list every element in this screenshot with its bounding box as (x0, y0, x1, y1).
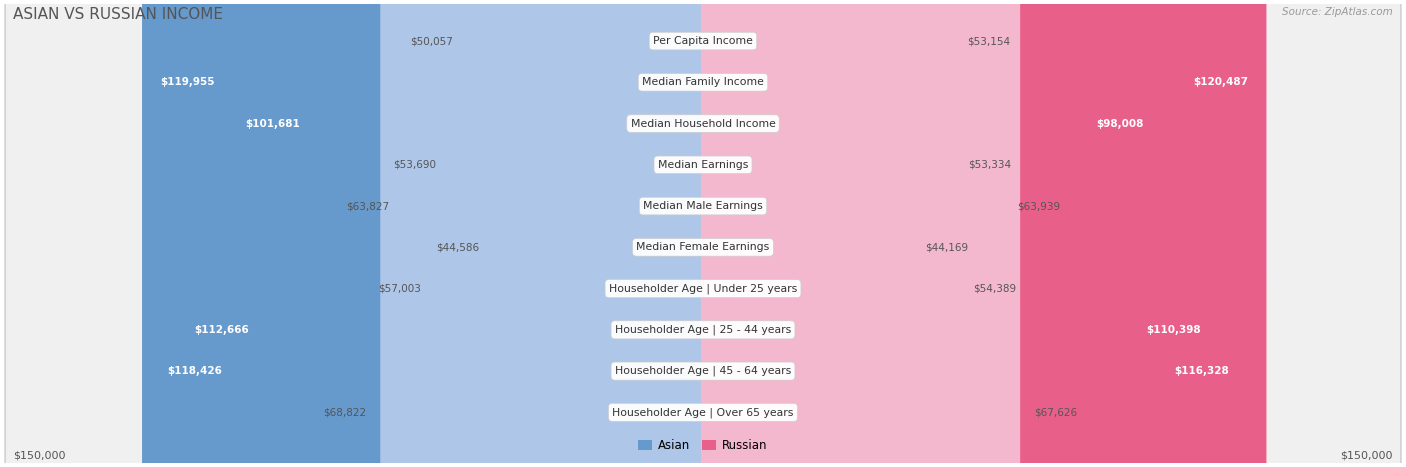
Text: $50,057: $50,057 (411, 36, 454, 46)
FancyBboxPatch shape (702, 0, 911, 467)
Text: $150,000: $150,000 (1340, 450, 1392, 460)
FancyBboxPatch shape (6, 0, 1400, 467)
FancyBboxPatch shape (702, 0, 959, 467)
Text: $110,398: $110,398 (1146, 325, 1201, 335)
FancyBboxPatch shape (451, 0, 704, 467)
Text: $63,827: $63,827 (346, 201, 389, 211)
Text: Median Household Income: Median Household Income (630, 119, 776, 128)
FancyBboxPatch shape (6, 0, 1400, 467)
FancyBboxPatch shape (404, 0, 704, 467)
Text: Median Male Earnings: Median Male Earnings (643, 201, 763, 211)
FancyBboxPatch shape (468, 0, 704, 467)
FancyBboxPatch shape (6, 0, 1400, 467)
Text: $53,334: $53,334 (967, 160, 1011, 170)
Text: $112,666: $112,666 (194, 325, 249, 335)
FancyBboxPatch shape (380, 0, 704, 467)
FancyBboxPatch shape (228, 0, 704, 467)
Text: $101,681: $101,681 (246, 119, 301, 128)
Text: Householder Age | Over 65 years: Householder Age | Over 65 years (612, 407, 794, 417)
Text: $118,426: $118,426 (167, 366, 222, 376)
Text: $98,008: $98,008 (1095, 119, 1143, 128)
FancyBboxPatch shape (702, 0, 953, 467)
Text: $57,003: $57,003 (378, 283, 422, 294)
Text: Householder Age | 45 - 64 years: Householder Age | 45 - 64 years (614, 366, 792, 376)
Text: $44,169: $44,169 (925, 242, 969, 252)
Text: $68,822: $68,822 (323, 407, 366, 417)
FancyBboxPatch shape (176, 0, 704, 467)
Text: Source: ZipAtlas.com: Source: ZipAtlas.com (1282, 7, 1392, 17)
FancyBboxPatch shape (6, 0, 1400, 467)
FancyBboxPatch shape (702, 0, 1267, 467)
Text: Householder Age | 25 - 44 years: Householder Age | 25 - 44 years (614, 325, 792, 335)
FancyBboxPatch shape (6, 0, 1400, 467)
Text: $63,939: $63,939 (1017, 201, 1060, 211)
Text: Median Female Earnings: Median Female Earnings (637, 242, 769, 252)
Text: $150,000: $150,000 (14, 450, 66, 460)
Text: Median Family Income: Median Family Income (643, 78, 763, 87)
Text: $53,690: $53,690 (394, 160, 436, 170)
Text: $119,955: $119,955 (160, 78, 215, 87)
FancyBboxPatch shape (142, 0, 704, 467)
FancyBboxPatch shape (6, 0, 1400, 467)
FancyBboxPatch shape (436, 0, 704, 467)
FancyBboxPatch shape (494, 0, 704, 467)
FancyBboxPatch shape (702, 0, 1002, 467)
FancyBboxPatch shape (702, 0, 1021, 467)
Text: ASIAN VS RUSSIAN INCOME: ASIAN VS RUSSIAN INCOME (14, 7, 224, 21)
Text: $53,154: $53,154 (967, 36, 1010, 46)
Text: Per Capita Income: Per Capita Income (652, 36, 754, 46)
FancyBboxPatch shape (6, 0, 1400, 467)
Text: $67,626: $67,626 (1035, 407, 1077, 417)
FancyBboxPatch shape (702, 0, 953, 467)
FancyBboxPatch shape (702, 0, 1161, 467)
Text: Median Earnings: Median Earnings (658, 160, 748, 170)
FancyBboxPatch shape (702, 0, 1219, 467)
Text: $120,487: $120,487 (1194, 78, 1249, 87)
Text: $116,328: $116,328 (1174, 366, 1229, 376)
Text: $54,389: $54,389 (973, 283, 1015, 294)
Legend: Asian, Russian: Asian, Russian (634, 434, 772, 457)
FancyBboxPatch shape (6, 0, 1400, 467)
FancyBboxPatch shape (149, 0, 704, 467)
Text: Householder Age | Under 25 years: Householder Age | Under 25 years (609, 283, 797, 294)
FancyBboxPatch shape (702, 0, 1247, 467)
FancyBboxPatch shape (6, 0, 1400, 467)
FancyBboxPatch shape (6, 0, 1400, 467)
Text: $44,586: $44,586 (436, 242, 479, 252)
